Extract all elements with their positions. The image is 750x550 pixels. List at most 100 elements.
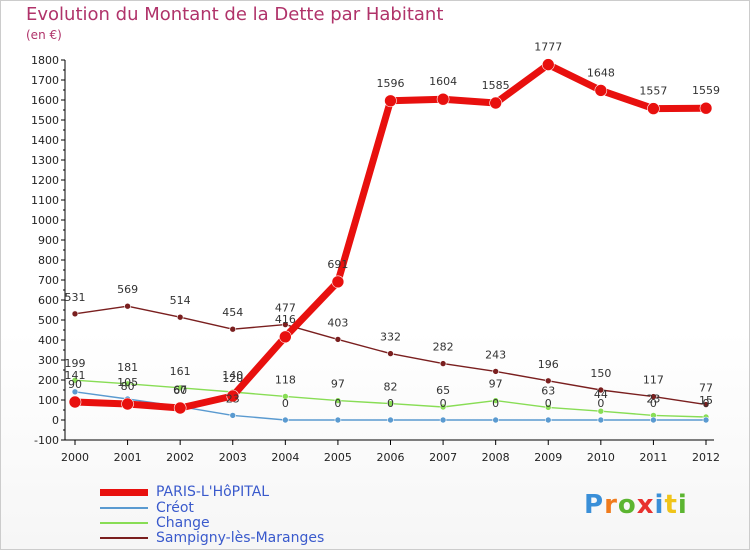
series-point-1 [387, 416, 394, 424]
x-tick-label: 2011 [639, 451, 667, 464]
x-tick-label: 2007 [429, 451, 457, 464]
series-point-0 [331, 275, 345, 289]
series-point-2 [439, 403, 447, 411]
data-label: 0 [703, 397, 710, 410]
data-label: 23 [226, 392, 240, 405]
legend-swatch-creot [100, 507, 148, 509]
y-tick-label: 1600 [31, 94, 59, 107]
data-label: 0 [545, 397, 552, 410]
legend-swatch-change [100, 522, 148, 524]
data-label: 0 [440, 397, 447, 410]
data-label: 97 [331, 378, 345, 391]
data-label: 15 [699, 394, 713, 407]
series-point-1 [334, 416, 342, 424]
data-label: 141 [65, 369, 86, 382]
series-point-3 [71, 310, 79, 318]
data-label: 0 [334, 397, 341, 410]
series-point-2 [282, 393, 289, 400]
y-tick-label: 900 [38, 234, 59, 247]
series-point-1 [544, 416, 552, 424]
y-tick-label: 400 [38, 334, 59, 347]
series-point-3 [702, 401, 710, 408]
legend-label-change: Change [156, 515, 210, 531]
series-point-0 [384, 94, 397, 108]
series-point-1 [650, 416, 657, 424]
series-point-2 [544, 404, 552, 411]
series-point-3 [387, 350, 394, 357]
data-label: 1585 [482, 79, 510, 92]
data-label: 531 [65, 291, 86, 304]
legend-item-creot: Créot [100, 500, 194, 516]
y-tick-label: 500 [38, 314, 59, 327]
data-label: 454 [222, 306, 243, 319]
x-tick-label: 2000 [61, 451, 89, 464]
logo-letter: P [584, 490, 605, 520]
series-point-3 [650, 393, 657, 400]
data-label: 77 [699, 382, 713, 395]
legend-label-creot: Créot [156, 500, 194, 516]
x-tick-label: 2003 [219, 451, 247, 464]
data-label: 199 [65, 357, 86, 370]
x-tick-label: 2012 [692, 451, 720, 464]
data-label: 0 [387, 397, 394, 410]
series-point-0 [226, 389, 240, 403]
data-label: 1648 [587, 66, 615, 79]
series-point-2 [597, 407, 605, 415]
legend-item-change: Change [100, 515, 210, 531]
data-label: 23 [646, 392, 660, 405]
data-label: 1777 [534, 41, 562, 54]
series-point-1 [439, 416, 447, 424]
chart-title: Evolution du Montant de la Dette par Hab… [26, 4, 444, 25]
series-point-2 [334, 397, 342, 404]
legend-label-paris: PARIS-L'HôPITAL [156, 484, 270, 500]
data-label: 82 [384, 381, 398, 394]
data-label: 90 [68, 378, 82, 391]
logo-letter: o [617, 490, 637, 520]
data-label: 196 [538, 358, 559, 371]
series-point-3 [597, 386, 605, 394]
series-point-1 [229, 412, 237, 419]
y-tick-label: 1700 [31, 74, 59, 87]
series-point-3 [229, 325, 237, 333]
series-point-0 [541, 58, 555, 71]
series-point-3 [282, 321, 289, 328]
data-label: 67 [173, 384, 187, 397]
x-tick-label: 2001 [114, 451, 142, 464]
y-tick-label: 200 [38, 374, 59, 387]
y-tick-label: -100 [34, 434, 59, 447]
series-point-2 [492, 397, 499, 404]
data-label: 514 [170, 294, 191, 307]
logo-letter: x [636, 490, 655, 520]
data-label: 161 [170, 365, 191, 378]
legend-item-paris: PARIS-L'HôPITAL [100, 484, 269, 500]
data-label: 97 [489, 378, 503, 391]
data-label: 150 [590, 367, 611, 380]
y-tick-label: 1500 [31, 114, 59, 127]
data-label: 105 [117, 376, 138, 389]
series-point-0 [647, 102, 660, 115]
y-tick-label: 0 [52, 414, 59, 427]
data-label: 1596 [377, 77, 405, 90]
series-point-1 [71, 388, 79, 396]
y-tick-label: 700 [38, 274, 59, 287]
chart-subtitle: (en €) [26, 28, 62, 42]
y-tick-label: 300 [38, 354, 59, 367]
y-tick-label: 1000 [31, 214, 59, 227]
data-label: 569 [117, 283, 138, 296]
data-label: 332 [380, 331, 401, 344]
y-tick-label: 1400 [31, 134, 59, 147]
legend-swatch-sampigny [100, 537, 148, 539]
logo-letter: i [677, 490, 688, 520]
series-point-0 [436, 92, 450, 106]
data-label: 44 [594, 388, 608, 401]
series-point-0 [489, 96, 502, 110]
series-point-2 [71, 376, 79, 384]
data-label: 65 [436, 384, 450, 397]
x-tick-label: 2006 [377, 451, 405, 464]
y-tick-label: 800 [38, 254, 59, 267]
data-label: 416 [275, 313, 296, 326]
series-point-2 [124, 380, 131, 388]
data-label: 63 [541, 384, 555, 397]
data-label: 1604 [429, 75, 457, 88]
